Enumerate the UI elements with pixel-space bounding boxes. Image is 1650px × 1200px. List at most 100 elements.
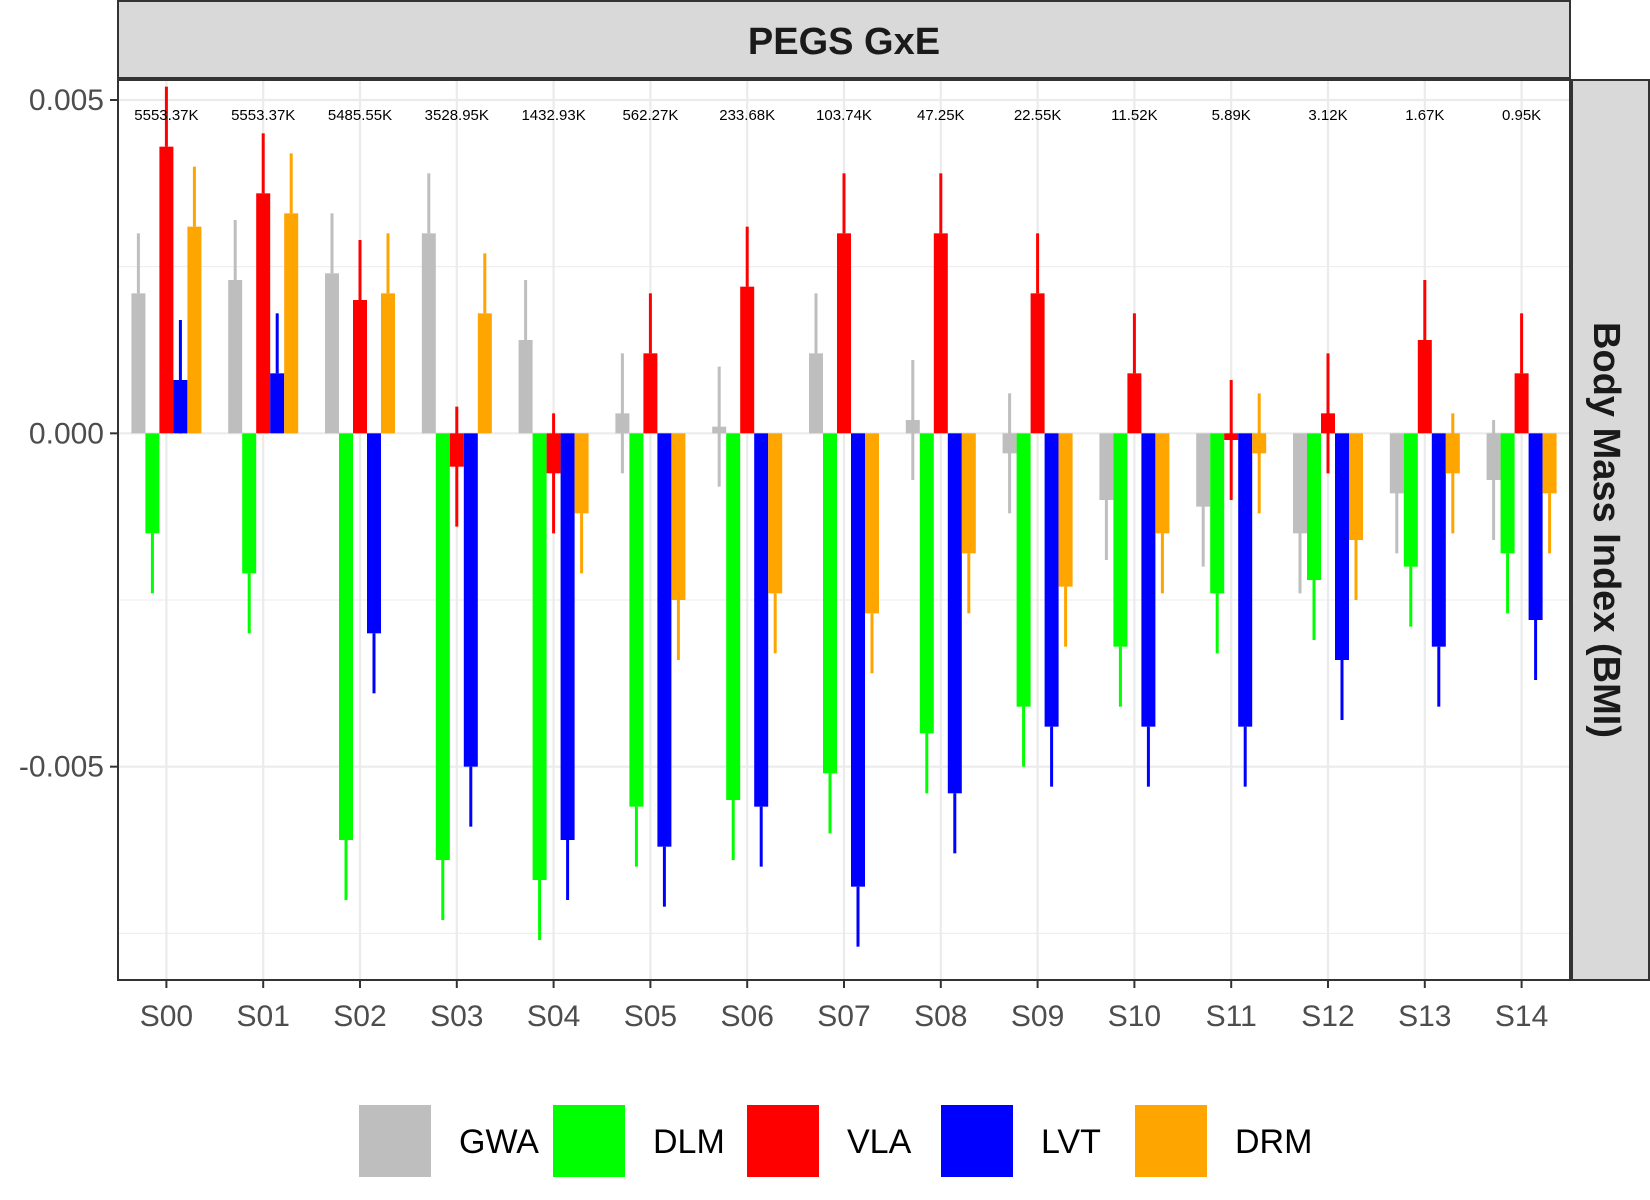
- y-tick-label-0: 0.005: [29, 84, 104, 117]
- bar-VLA-S09: [1030, 293, 1045, 434]
- bar-LVT-S13: [1431, 433, 1446, 647]
- series-DRM: [187, 153, 1557, 674]
- bar-VLA-S08: [933, 233, 948, 434]
- annotation-S08: 47.25K: [917, 107, 965, 124]
- legend-key-DLM: [553, 1105, 625, 1177]
- bar-GWA-S07: [809, 353, 823, 434]
- bar-LVT-S07: [851, 433, 865, 887]
- annotation-S02: 5485.55K: [328, 107, 392, 124]
- bar-LVT-S03: [463, 433, 478, 767]
- bar-LVT-S02: [367, 433, 381, 634]
- top-strip-background: [117, 0, 1571, 79]
- bar-VLA-S10: [1127, 373, 1142, 434]
- bar-DLM-S07: [823, 433, 837, 774]
- bar-VLA-S05: [643, 353, 658, 434]
- bar-LVT-S08: [947, 433, 962, 794]
- series-GWA: [131, 173, 1501, 594]
- legend-label-VLA: VLA: [847, 1123, 912, 1161]
- annotation-layer: 5553.37K 5553.37K 5485.55K 3528.95K 1432.93K…: [134, 107, 1541, 124]
- annotation-S10: 11.52K: [1111, 107, 1157, 124]
- top-strip: PEGS GxE: [117, 0, 1571, 79]
- bar-DLM-S12: [1307, 433, 1321, 580]
- x-tick-label-S10: S10: [1108, 1000, 1161, 1033]
- bar-VLA-S07: [837, 233, 851, 434]
- x-tick-label-S05: S05: [624, 1000, 677, 1033]
- bar-DRM-S02: [381, 293, 395, 434]
- bar-GWA-S02: [325, 273, 339, 434]
- legend-label-DRM: DRM: [1235, 1123, 1312, 1161]
- x-tick-label-S14: S14: [1495, 1000, 1548, 1033]
- axis-layer: 0.005 0.000 -0.005 S00 S01 S02 S03 S04 S05 S06 S07…: [19, 84, 1548, 1033]
- bar-DLM-S08: [919, 433, 934, 734]
- bar-LVT-S12: [1335, 433, 1349, 660]
- x-tick-label-S04: S04: [527, 1000, 580, 1033]
- x-tick-label-S09: S09: [1011, 1000, 1064, 1033]
- bar-DLM-S09: [1016, 433, 1031, 707]
- bar-VLA-S14: [1514, 373, 1529, 434]
- bar-DLM-S14: [1500, 433, 1515, 554]
- legend-label-LVT: LVT: [1041, 1123, 1101, 1161]
- bar-LVT-S14: [1528, 433, 1543, 620]
- legend-key-DRM: [1135, 1105, 1207, 1177]
- x-tick-label-S00: S00: [140, 1000, 193, 1033]
- annotation-S00: 5553.37K: [134, 107, 198, 124]
- annotation-S11: 5.89K: [1212, 107, 1251, 124]
- legend-label-DLM: DLM: [653, 1123, 725, 1161]
- bar-DRM-S05: [671, 433, 686, 600]
- bar-DRM-S06: [768, 433, 783, 594]
- bar-GWA-S04: [518, 340, 533, 434]
- bar-DLM-S13: [1403, 433, 1418, 567]
- annotation-S05: 562.27K: [622, 107, 678, 124]
- bar-DLM-S02: [339, 433, 353, 840]
- bar-LVT-S10: [1141, 433, 1156, 727]
- bar-DRM-S00: [187, 226, 202, 434]
- x-tick-label-S08: S08: [914, 1000, 967, 1033]
- bar-LVT-S06: [754, 433, 769, 807]
- series-DLM: [145, 433, 1515, 940]
- annotation-S14: 0.95K: [1502, 107, 1541, 124]
- x-tick-label-S11: S11: [1206, 1000, 1257, 1033]
- bar-LVT-S11: [1238, 433, 1253, 727]
- x-tick-label-S03: S03: [430, 1000, 483, 1033]
- bar-GWA-S03: [421, 233, 436, 434]
- bar-DLM-S11: [1210, 433, 1225, 594]
- bar-VLA-S02: [353, 300, 367, 434]
- bar-GWA-S00: [131, 293, 146, 434]
- x-tick-label-S13: S13: [1398, 1000, 1451, 1033]
- bar-VLA-S06: [740, 286, 755, 434]
- annotation-S07: 103.74K: [816, 107, 872, 124]
- series-VLA: [159, 86, 1529, 534]
- bar-DRM-S03: [477, 313, 492, 434]
- right-strip: Body Mass Index (BMI): [1571, 79, 1650, 981]
- annotation-S13: 1.67K: [1405, 107, 1444, 124]
- bar-DRM-S07: [865, 433, 879, 614]
- y-tick-label-2: -0.005: [19, 751, 104, 784]
- bar-DRM-S01: [284, 213, 299, 434]
- annotation-S04: 1432.93K: [521, 107, 585, 124]
- bars-layer: [131, 86, 1557, 947]
- bar-LVT-S05: [657, 433, 672, 847]
- bar-VLA-S13: [1417, 340, 1432, 434]
- bar-DLM-S01: [242, 433, 257, 574]
- facet-label-right: Body Mass Index (BMI): [1585, 322, 1627, 738]
- bar-DRM-S04: [574, 433, 589, 514]
- bar-GWA-S01: [228, 280, 243, 434]
- bar-DRM-S09: [1058, 433, 1073, 587]
- y-tick-label-1: 0.000: [29, 417, 104, 450]
- annotation-S03: 3528.95K: [425, 107, 489, 124]
- bar-VLA-S00: [159, 146, 174, 434]
- right-strip-background: [1571, 79, 1650, 981]
- annotation-S12: 3.12K: [1308, 107, 1347, 124]
- bar-LVT-S09: [1044, 433, 1059, 727]
- legend-key-VLA: [747, 1105, 819, 1177]
- bar-DRM-S14: [1542, 433, 1557, 494]
- legend-key-GWA: [359, 1105, 431, 1177]
- legend: GWA DLM VLA LVT DRM: [359, 1105, 1312, 1177]
- x-tick-label-S01: S01: [237, 1000, 290, 1033]
- bar-DLM-S10: [1113, 433, 1128, 647]
- bar-DLM-S00: [145, 433, 160, 534]
- bar-LVT-S04: [560, 433, 575, 840]
- legend-key-LVT: [941, 1105, 1013, 1177]
- bar-DLM-S06: [726, 433, 741, 800]
